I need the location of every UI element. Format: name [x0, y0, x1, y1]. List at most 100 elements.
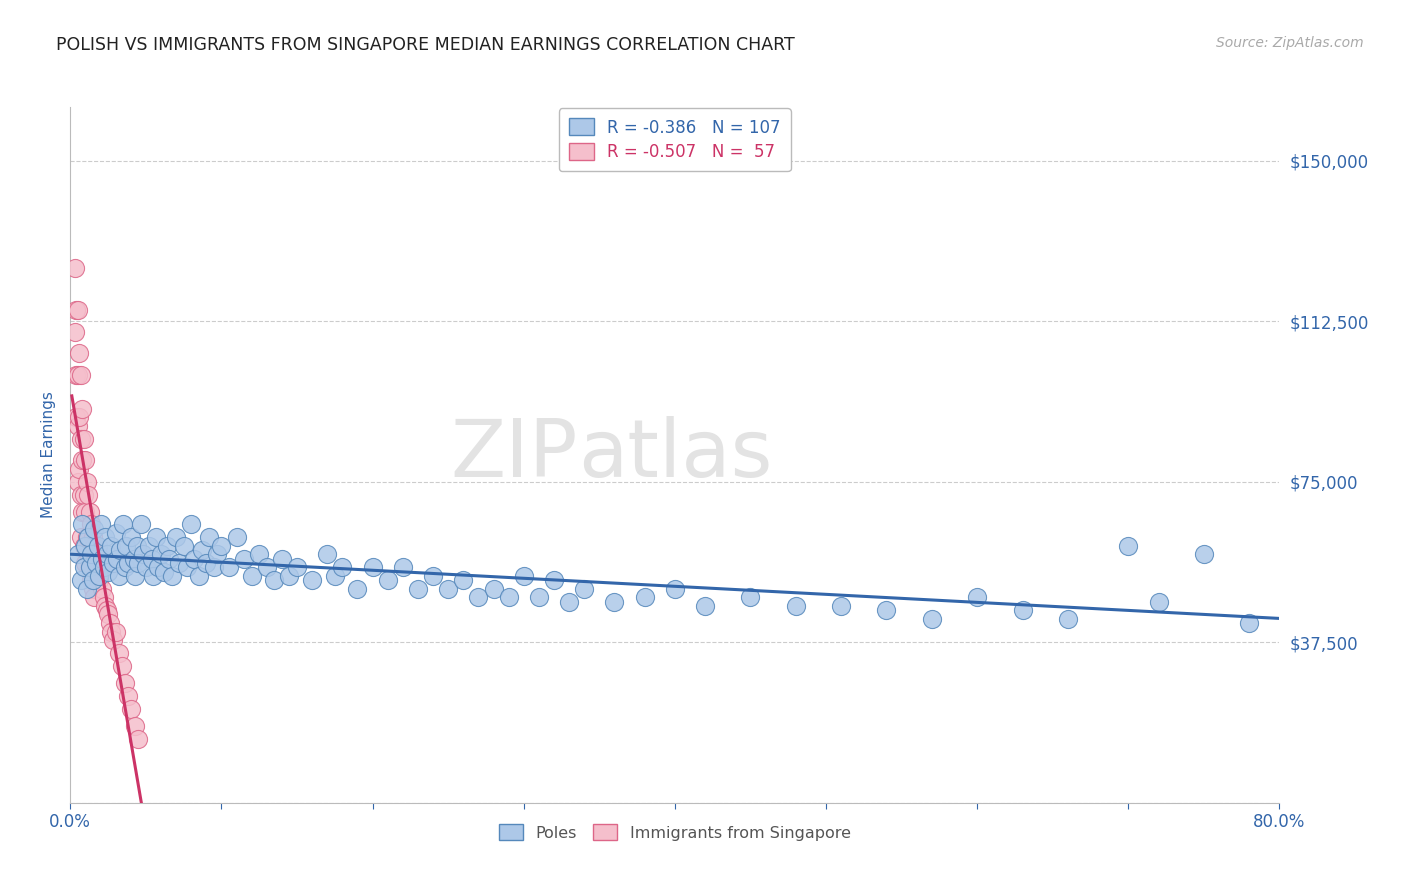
- Point: [240, 569, 263, 583]
- Point: [82, 582, 104, 596]
- Text: atlas: atlas: [578, 416, 772, 494]
- Point: [183, 551, 205, 566]
- Point: [1011, 603, 1033, 617]
- Point: [205, 548, 228, 562]
- Point: [187, 569, 209, 583]
- Point: [482, 582, 505, 596]
- Point: [160, 569, 183, 583]
- Point: [278, 569, 301, 583]
- Point: [104, 624, 127, 639]
- Point: [67, 410, 90, 425]
- Point: [146, 560, 169, 574]
- Point: [70, 487, 93, 501]
- Point: [107, 569, 129, 583]
- Point: [558, 594, 581, 608]
- Point: [75, 556, 97, 570]
- Point: [70, 368, 93, 382]
- Point: [693, 599, 716, 613]
- Point: [73, 487, 96, 501]
- Point: [467, 591, 489, 605]
- Point: [138, 539, 160, 553]
- Point: [198, 530, 221, 544]
- Point: [87, 573, 110, 587]
- Legend: Poles, Immigrants from Singapore: Poles, Immigrants from Singapore: [492, 818, 858, 847]
- Point: [263, 573, 285, 587]
- Point: [285, 560, 308, 574]
- Point: [86, 539, 108, 553]
- Point: [96, 603, 118, 617]
- Point: [142, 569, 165, 583]
- Point: [79, 505, 101, 519]
- Point: [120, 701, 142, 715]
- Point: [406, 582, 429, 596]
- Point: [91, 582, 114, 596]
- Point: [101, 633, 124, 648]
- Point: [77, 548, 100, 562]
- Point: [72, 505, 94, 519]
- Point: [97, 607, 120, 622]
- Point: [361, 560, 384, 574]
- Point: [167, 556, 190, 570]
- Point: [195, 556, 218, 570]
- Point: [180, 517, 202, 532]
- Point: [70, 432, 93, 446]
- Point: [79, 560, 101, 574]
- Point: [83, 539, 105, 553]
- Point: [73, 432, 96, 446]
- Point: [104, 526, 127, 541]
- Point: [83, 591, 105, 605]
- Point: [73, 539, 96, 553]
- Point: [422, 569, 444, 583]
- Point: [65, 368, 87, 382]
- Point: [270, 551, 294, 566]
- Point: [127, 731, 149, 746]
- Point: [75, 505, 97, 519]
- Text: POLISH VS IMMIGRANTS FROM SINGAPORE MEDIAN EARNINGS CORRELATION CHART: POLISH VS IMMIGRANTS FROM SINGAPORE MEDI…: [56, 36, 794, 54]
- Point: [72, 401, 94, 416]
- Point: [87, 569, 110, 583]
- Point: [785, 599, 807, 613]
- Point: [527, 591, 550, 605]
- Text: ZIP: ZIP: [451, 416, 578, 494]
- Point: [66, 475, 89, 489]
- Point: [114, 560, 136, 574]
- Point: [84, 548, 107, 562]
- Point: [301, 573, 323, 587]
- Point: [150, 548, 172, 562]
- Point: [574, 582, 596, 596]
- Point: [84, 556, 107, 570]
- Point: [72, 517, 94, 532]
- Point: [97, 565, 120, 579]
- Point: [211, 539, 233, 553]
- Point: [1239, 615, 1261, 630]
- Point: [256, 560, 278, 574]
- Point: [346, 582, 368, 596]
- Point: [633, 591, 655, 605]
- Point: [66, 548, 89, 562]
- Point: [73, 560, 96, 574]
- Point: [247, 548, 270, 562]
- Point: [63, 260, 86, 275]
- Point: [112, 517, 135, 532]
- Point: [141, 551, 163, 566]
- Point: [543, 573, 565, 587]
- Point: [740, 591, 762, 605]
- Point: [125, 539, 148, 553]
- Point: [225, 530, 247, 544]
- Point: [1057, 612, 1080, 626]
- Point: [173, 539, 195, 553]
- Point: [122, 551, 145, 566]
- Point: [124, 719, 146, 733]
- Point: [90, 517, 111, 532]
- Point: [921, 612, 943, 626]
- Point: [90, 560, 111, 574]
- Point: [70, 573, 93, 587]
- Point: [377, 573, 399, 587]
- Point: [218, 560, 240, 574]
- Point: [437, 582, 460, 596]
- Point: [966, 591, 988, 605]
- Point: [513, 569, 536, 583]
- Point: [664, 582, 686, 596]
- Point: [498, 591, 520, 605]
- Point: [135, 560, 157, 574]
